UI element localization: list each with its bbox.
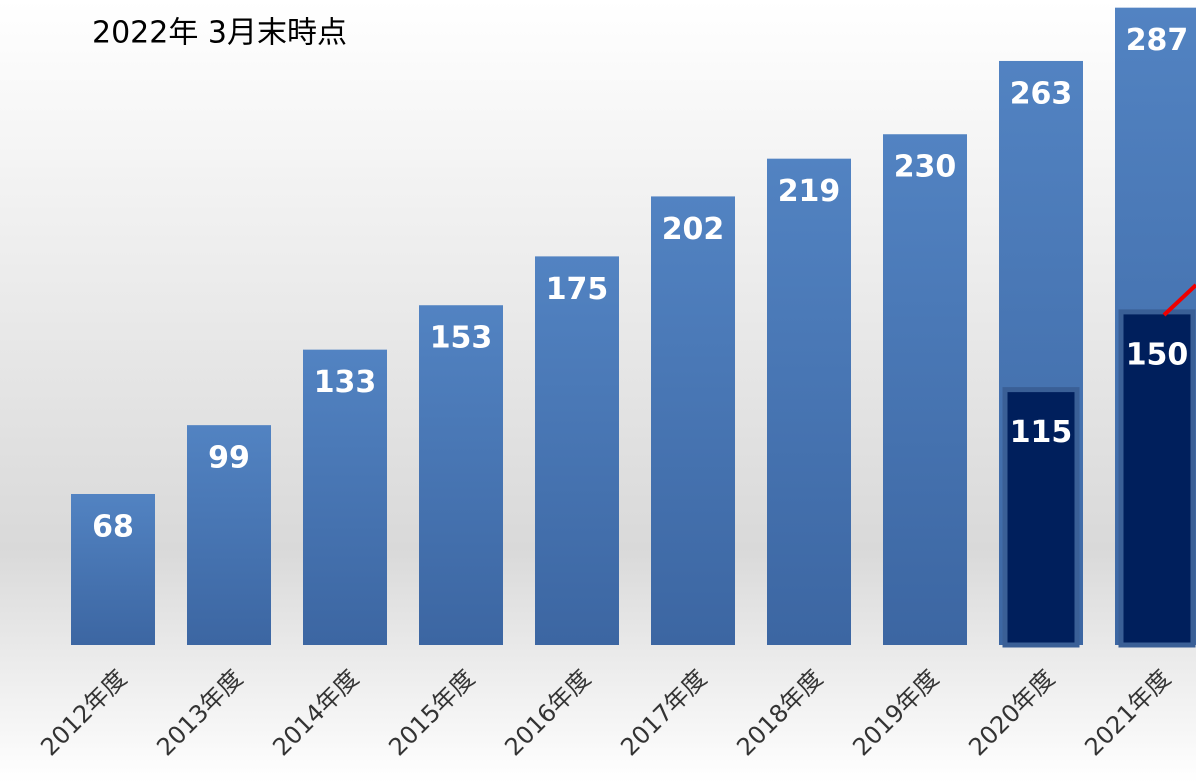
- value-label: 99: [208, 441, 250, 476]
- bar: [303, 349, 387, 645]
- bar: [187, 425, 271, 645]
- value-label: 202: [662, 212, 725, 247]
- bar: [651, 196, 735, 645]
- value-label: 175: [546, 272, 609, 307]
- value-label: 68: [92, 509, 134, 544]
- value-label: 115: [1010, 415, 1073, 450]
- bar: [767, 158, 851, 646]
- bar: [419, 305, 503, 645]
- bar: [535, 256, 619, 645]
- value-label: 219: [778, 174, 841, 209]
- value-label: 150: [1126, 337, 1189, 372]
- chart-title: 2022年 3月末時点: [92, 16, 347, 51]
- bar: [1002, 387, 1080, 648]
- callout-arrow: [1162, 283, 1196, 317]
- bar: [71, 493, 155, 645]
- value-label: 230: [894, 150, 957, 185]
- value-label: 263: [1010, 76, 1073, 111]
- value-label: 287: [1126, 23, 1189, 58]
- value-label: 153: [430, 321, 493, 356]
- bar: [1118, 309, 1196, 648]
- bar: [883, 134, 967, 645]
- value-label: 133: [314, 365, 377, 400]
